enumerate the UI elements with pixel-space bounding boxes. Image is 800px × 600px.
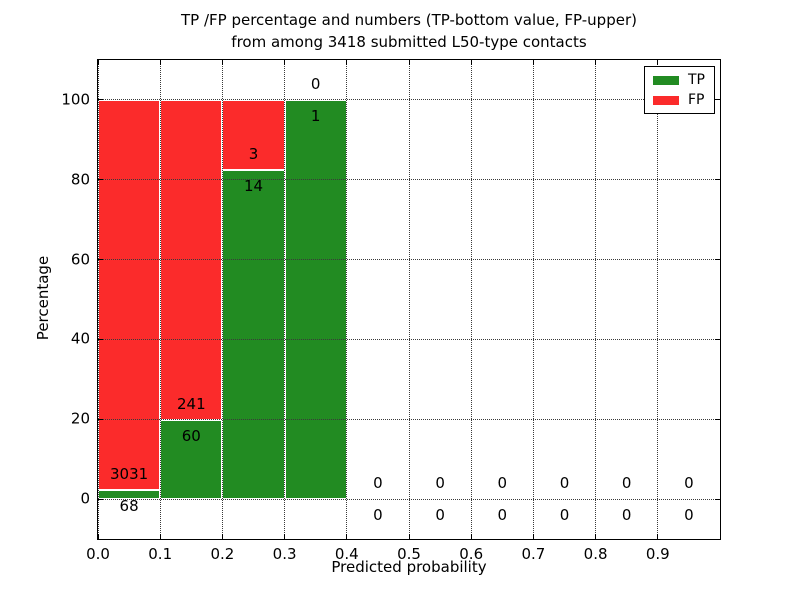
x-tick-mark <box>470 534 472 539</box>
grid-line-x <box>221 60 223 539</box>
fp-count-label: 0 <box>497 474 508 493</box>
x-tick-mark <box>657 534 659 539</box>
x-tick-label: 0.5 <box>397 545 421 563</box>
fp-count-label: 0 <box>621 474 632 493</box>
y-tick-label: 40 <box>70 329 90 348</box>
x-tick-mark <box>470 60 472 65</box>
x-tick-label: 0.7 <box>521 545 546 563</box>
grid-line-x <box>97 60 99 539</box>
tp-count-label: 60 <box>181 426 201 445</box>
x-tick-label: 0.6 <box>459 545 484 563</box>
bar-segment-tp <box>222 170 285 500</box>
x-tick-label: 0.1 <box>148 545 173 563</box>
x-tick-label: 0.2 <box>210 545 235 563</box>
y-tick-mark <box>715 99 720 101</box>
legend-label-fp: FP <box>688 92 705 108</box>
y-tick-label: 20 <box>70 409 90 428</box>
fp-count-label: 0 <box>310 74 321 93</box>
y-tick-mark <box>715 498 720 500</box>
fp-color-swatch <box>653 95 679 105</box>
tp-count-label: 0 <box>684 506 694 525</box>
y-tick-mark <box>98 99 103 101</box>
y-axis-label: Percentage <box>34 255 52 341</box>
legend-item-tp: TP <box>653 73 705 87</box>
y-tick-label: 100 <box>61 90 90 109</box>
x-tick-mark <box>595 60 597 65</box>
grid-line-x <box>408 60 410 539</box>
x-tick-mark <box>221 534 223 539</box>
tp-count-label: 14 <box>243 177 264 196</box>
tp-count-label: 0 <box>435 506 445 525</box>
chart-title-line1: TP /FP percentage and numbers (TP-bottom… <box>181 11 637 29</box>
grid-line-x <box>159 60 161 539</box>
x-tick-label: 0.3 <box>272 545 297 563</box>
x-tick-mark <box>408 60 410 65</box>
y-tick-label: 0 <box>80 489 90 508</box>
x-tick-mark <box>532 534 534 539</box>
fp-count-label: 241 <box>176 394 206 413</box>
x-tick-mark <box>532 60 534 65</box>
tp-count-label: 0 <box>373 506 383 525</box>
y-tick-mark <box>715 338 720 340</box>
fp-count-label: 3031 <box>110 465 149 484</box>
chart-title-line2: from among 3418 submitted L50-type conta… <box>231 33 587 51</box>
legend-label-tp: TP <box>688 72 705 88</box>
bar-segment-fp <box>222 99 285 171</box>
bar-segment-tp <box>98 490 161 500</box>
x-tick-mark <box>657 60 659 65</box>
tp-count-label: 68 <box>119 497 139 516</box>
x-tick-mark <box>159 534 161 539</box>
chart-title: TP /FP percentage and numbers (TP-bottom… <box>98 9 720 53</box>
grid-line-x <box>657 60 659 539</box>
x-tick-mark <box>408 534 410 539</box>
x-tick-label: 0.8 <box>583 545 608 563</box>
y-tick-mark <box>98 179 103 181</box>
y-tick-mark <box>98 418 103 420</box>
fp-count-label: 3 <box>248 145 259 164</box>
x-tick-mark <box>346 60 348 65</box>
y-tick-mark <box>715 259 720 261</box>
fp-count-label: 0 <box>435 474 445 493</box>
bar-segment-tp <box>284 99 347 500</box>
y-tick-mark <box>715 179 720 181</box>
x-tick-label: 0.4 <box>334 545 359 563</box>
tp-count-label: 0 <box>559 506 570 525</box>
fp-count-label: 0 <box>684 474 694 493</box>
x-tick-mark <box>97 534 99 539</box>
grid-line-x <box>284 60 286 539</box>
fp-count-label: 0 <box>559 474 570 493</box>
grid-line-x <box>346 60 348 539</box>
x-axis-label: Predicted probability <box>331 558 487 576</box>
x-tick-mark <box>159 60 161 65</box>
y-tick-mark <box>98 259 103 261</box>
tp-color-swatch <box>653 75 679 85</box>
x-tick-label: 0.9 <box>645 545 670 563</box>
bar-segment-tp <box>160 419 223 500</box>
legend-item-fp: FP <box>653 93 705 107</box>
y-tick-mark <box>715 418 720 420</box>
fp-count-label: 0 <box>373 474 383 493</box>
bar-segment-fp <box>98 99 161 491</box>
x-tick-label: 0.0 <box>86 545 110 563</box>
x-tick-mark <box>284 60 286 65</box>
x-tick-mark <box>97 60 99 65</box>
tp-count-label: 0 <box>621 506 632 525</box>
x-tick-mark <box>595 534 597 539</box>
x-tick-mark <box>284 534 286 539</box>
x-tick-mark <box>221 60 223 65</box>
y-tick-mark <box>98 338 103 340</box>
tp-count-label: 1 <box>310 106 321 125</box>
x-tick-mark <box>346 534 348 539</box>
tp-count-label: 0 <box>497 506 508 525</box>
grid-line-x <box>595 60 597 539</box>
grid-line-x <box>470 60 472 539</box>
legend: TP FP <box>644 66 715 114</box>
y-tick-mark <box>98 498 103 500</box>
grid-line-x <box>532 60 534 539</box>
y-tick-label: 80 <box>70 170 90 189</box>
y-tick-label: 60 <box>70 250 90 269</box>
plot-area: TP FP 0 20 40 60 80 100 0.0 0.1 0.2 0.3 0.4 0.5 0.6 0… <box>61 59 721 562</box>
